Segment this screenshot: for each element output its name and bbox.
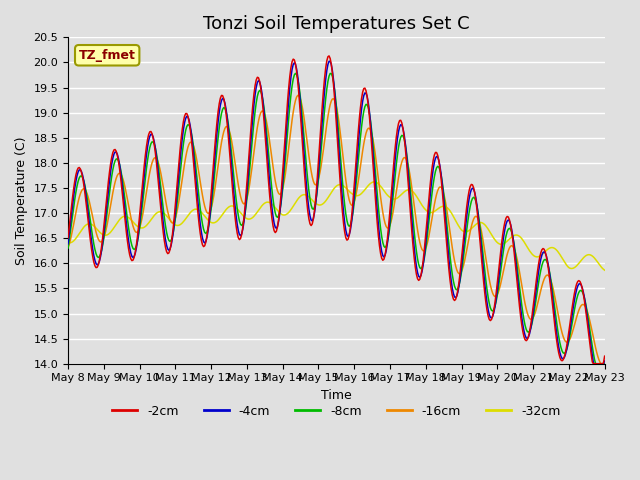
Y-axis label: Soil Temperature (C): Soil Temperature (C) [15,136,28,265]
Title: Tonzi Soil Temperatures Set C: Tonzi Soil Temperatures Set C [203,15,470,33]
Legend: -2cm, -4cm, -8cm, -16cm, -32cm: -2cm, -4cm, -8cm, -16cm, -32cm [107,400,566,423]
X-axis label: Time: Time [321,389,352,402]
Text: TZ_fmet: TZ_fmet [79,49,136,62]
